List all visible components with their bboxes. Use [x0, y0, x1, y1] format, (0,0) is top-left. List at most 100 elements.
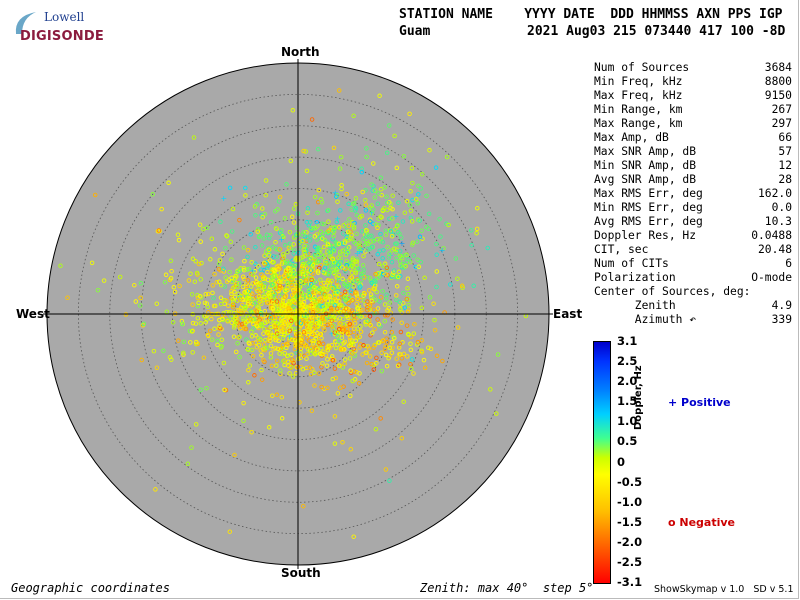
- source-point: [325, 357, 330, 362]
- source-point: [349, 340, 355, 346]
- source-point: [282, 294, 288, 299]
- source-point: [217, 323, 222, 328]
- source-point: [229, 229, 235, 234]
- source-point: [319, 346, 324, 351]
- stat-value: 57: [778, 145, 792, 158]
- source-point: [419, 172, 425, 177]
- source-point: [298, 338, 304, 344]
- source-point: [312, 234, 318, 239]
- source-point: [313, 279, 318, 285]
- stat-label: Polarization: [594, 271, 676, 284]
- source-point: [240, 284, 246, 290]
- source-point: [361, 253, 366, 259]
- stat-label: Max RMS Err, deg: [594, 187, 703, 200]
- source-point: [203, 292, 208, 297]
- source-point: [271, 273, 277, 279]
- source-point: [344, 191, 349, 197]
- source-point: [253, 212, 258, 218]
- source-point: [243, 310, 249, 316]
- source-point: [314, 247, 320, 253]
- source-point: [375, 317, 380, 322]
- source-point: [322, 304, 327, 310]
- source-point: [168, 258, 174, 264]
- source-point: [347, 217, 352, 222]
- source-point: [261, 260, 267, 266]
- source-point: [258, 281, 263, 286]
- source-point: [353, 338, 359, 344]
- source-point: [275, 346, 281, 352]
- source-point: [319, 351, 325, 357]
- source-point: [261, 236, 267, 241]
- source-point: [319, 221, 325, 227]
- source-point: [318, 277, 323, 283]
- stat-label: Doppler Res, Hz: [594, 229, 697, 242]
- source-point: [427, 147, 432, 153]
- source-point: [306, 223, 312, 228]
- colorbar-tick-label: -1.5: [617, 514, 643, 529]
- source-point: [170, 320, 176, 325]
- source-point: [219, 343, 224, 349]
- source-point: [305, 320, 310, 325]
- source-point: [269, 282, 275, 288]
- source-point: [373, 279, 378, 285]
- source-point: [301, 503, 306, 509]
- source-point: [363, 228, 369, 233]
- footer-version: ShowSkymap v 1.0 SD v 5.1: [654, 584, 794, 595]
- source-point: [237, 308, 242, 313]
- stat-value: 3684: [764, 61, 792, 74]
- source-point: [338, 252, 343, 257]
- source-point: [223, 275, 228, 280]
- source-point: [224, 234, 230, 239]
- source-point: [275, 307, 280, 313]
- source-point: [249, 291, 255, 297]
- source-point: [350, 257, 355, 263]
- source-point: [196, 300, 201, 306]
- source-point: [276, 279, 282, 284]
- source-point: [322, 265, 328, 271]
- source-point: [345, 229, 351, 235]
- source-point: [199, 260, 204, 266]
- source-point: [357, 314, 363, 319]
- source-point: [58, 263, 63, 269]
- source-point: [327, 249, 332, 254]
- source-point: [332, 414, 338, 419]
- source-point: [363, 208, 369, 213]
- source-point: [337, 166, 343, 171]
- source-point: [351, 534, 356, 539]
- source-point: [322, 307, 328, 313]
- source-point: [291, 220, 297, 225]
- source-point: [317, 286, 322, 292]
- source-point: [337, 249, 343, 255]
- source-point: [330, 300, 335, 305]
- source-point: [278, 279, 284, 284]
- source-point: [348, 288, 354, 294]
- source-point: [319, 384, 324, 390]
- source-point: [197, 222, 203, 227]
- source-point: [319, 298, 324, 303]
- source-point: [176, 237, 182, 243]
- source-point: [376, 261, 382, 267]
- stat-row: Max SNR Amp, dB 57: [594, 145, 792, 159]
- source-point: [236, 335, 241, 340]
- source-point: [364, 360, 370, 366]
- source-point: [209, 337, 215, 342]
- stat-label: CIT, sec: [594, 243, 649, 256]
- source-point: [291, 251, 296, 256]
- source-point: [344, 258, 349, 264]
- source-point: [253, 261, 258, 267]
- source-point: [255, 312, 261, 318]
- source-point: [211, 295, 216, 301]
- source-point: +: [250, 267, 257, 276]
- source-point: [329, 306, 334, 312]
- source-point: [373, 271, 378, 277]
- source-point: [380, 288, 385, 294]
- stat-label: Num of CITs: [594, 257, 669, 270]
- source-point: [179, 318, 185, 324]
- source-point: [390, 193, 395, 198]
- source-point: [342, 361, 347, 366]
- source-point: [371, 239, 376, 244]
- source-point: [268, 355, 274, 360]
- stat-row: Azimuth ↶ 339: [594, 313, 792, 327]
- source-point: [399, 435, 405, 441]
- source-point: [367, 217, 373, 222]
